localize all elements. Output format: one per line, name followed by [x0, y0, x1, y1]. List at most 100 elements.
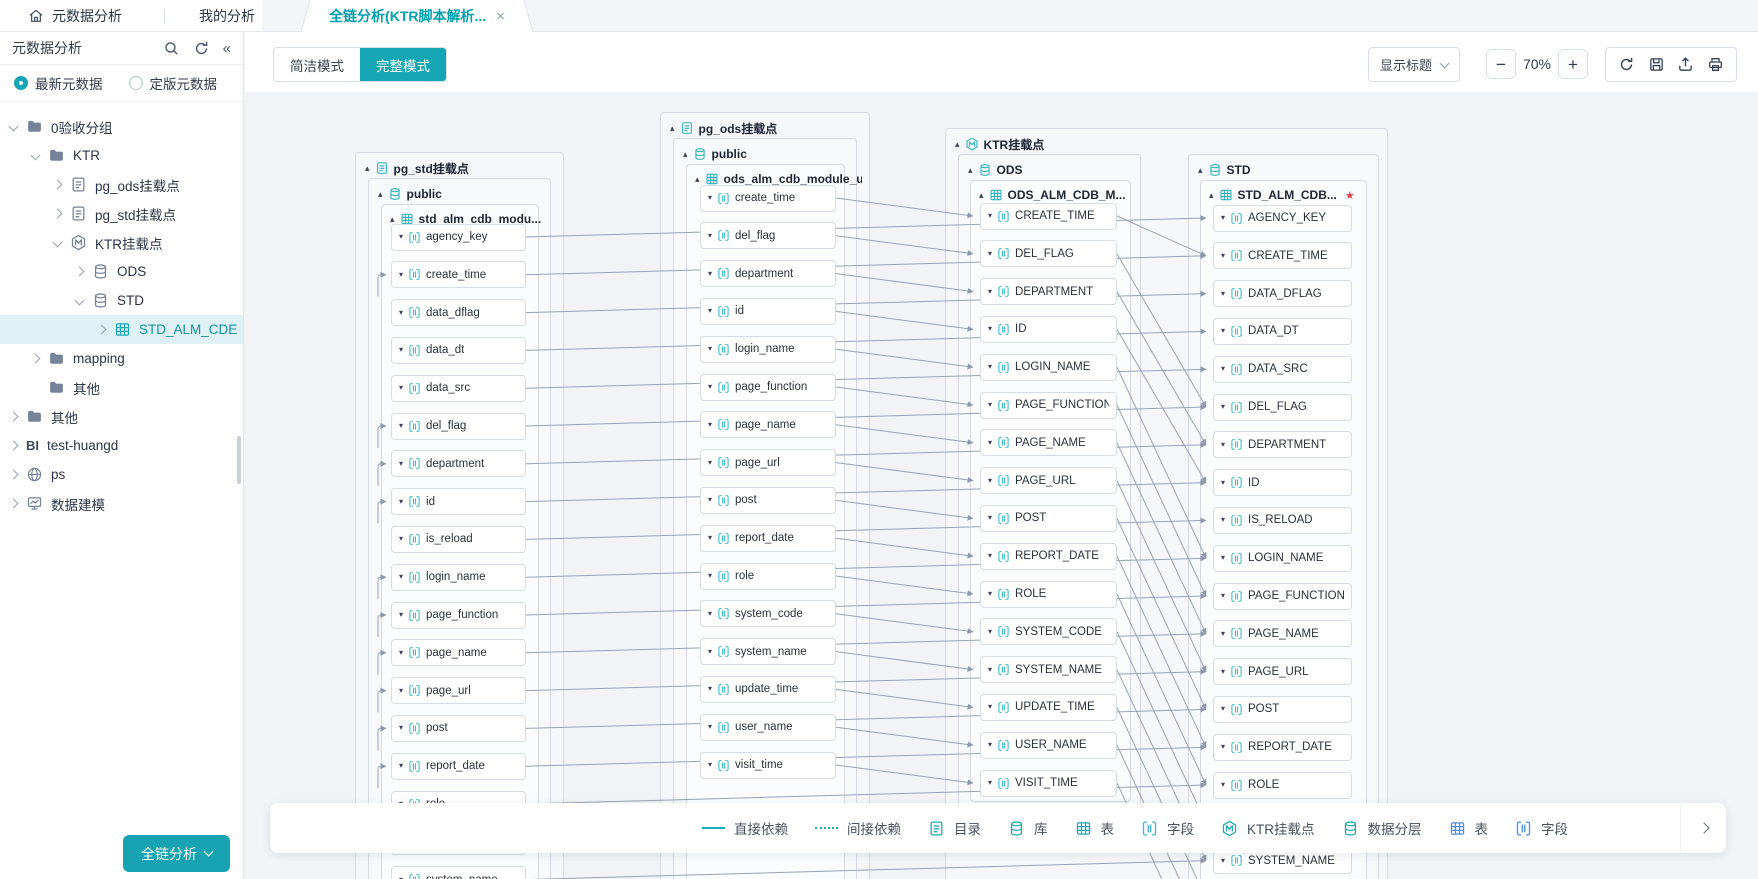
field-caret-icon[interactable]: ▾: [1221, 288, 1226, 298]
field-caret-icon[interactable]: ▾: [988, 626, 993, 636]
tree-item-test-huangd[interactable]: BI test-huangd: [0, 431, 243, 460]
field-row-PAGE_NAME[interactable]: ▾ PAGE_NAME: [980, 429, 1117, 457]
table-header[interactable]: ▴ STD_ALM_CDB... ★: [1209, 183, 1355, 207]
tree-item-pg_std挂载点[interactable]: pg_std挂载点: [0, 199, 243, 228]
field-caret-icon[interactable]: ▾: [399, 572, 404, 582]
tree-item-mapping[interactable]: mapping: [0, 344, 243, 373]
full-mode-button[interactable]: 完整模式: [360, 48, 446, 81]
field-row-PAGE_NAME[interactable]: ▾ PAGE_NAME: [1213, 620, 1352, 648]
collapse-caret-icon[interactable]: ▴: [1209, 189, 1214, 200]
field-row-login_name[interactable]: ▾ login_name: [700, 335, 836, 363]
field-caret-icon[interactable]: ▾: [399, 232, 404, 241]
field-row-CREATE_TIME[interactable]: ▾ CREATE_TIME: [980, 202, 1117, 230]
refresh-icon[interactable]: [1618, 56, 1635, 73]
field-row-LOGIN_NAME[interactable]: ▾ LOGIN_NAME: [1213, 544, 1352, 572]
field-caret-icon[interactable]: ▾: [708, 193, 713, 202]
tree-item-STD[interactable]: STD: [0, 286, 243, 315]
field-caret-icon[interactable]: ▾: [1221, 439, 1226, 449]
group-header[interactable]: ▴ pg_ods挂载点: [670, 116, 777, 140]
field-caret-icon[interactable]: ▾: [988, 475, 993, 485]
collapse-caret-icon[interactable]: ▴: [1198, 164, 1203, 175]
field-row-SYSTEM_NAME[interactable]: ▾ SYSTEM_NAME: [980, 656, 1117, 684]
simple-mode-button[interactable]: 简洁模式: [274, 48, 360, 81]
field-row-REPORT_DATE[interactable]: ▾ REPORT_DATE: [1213, 733, 1352, 761]
legend-next-button[interactable]: [1680, 803, 1726, 853]
field-row-REPORT_DATE[interactable]: ▾ REPORT_DATE: [980, 542, 1117, 570]
field-row-DATA_SRC[interactable]: ▾ DATA_SRC: [1213, 355, 1352, 383]
table-header[interactable]: ▴ ODS_ALM_CDB_M...: [979, 183, 1126, 207]
field-caret-icon[interactable]: ▾: [1221, 553, 1226, 563]
field-row-LOGIN_NAME[interactable]: ▾ LOGIN_NAME: [980, 353, 1117, 381]
field-row-report_date[interactable]: ▾ report_date: [700, 524, 836, 552]
nav-metadata-analysis[interactable]: 元数据分析: [52, 8, 122, 24]
field-caret-icon[interactable]: ▾: [399, 761, 404, 771]
collapse-sidebar-icon[interactable]: «: [222, 39, 231, 57]
field-row-create_time[interactable]: ▾ create_time: [700, 184, 836, 212]
field-row-page_url[interactable]: ▾ page_url: [700, 449, 836, 477]
home-icon[interactable]: [28, 8, 44, 24]
field-row-data_dflag[interactable]: ▾ data_dflag: [391, 299, 526, 327]
full-chain-analysis-button[interactable]: 全链分析: [123, 835, 230, 872]
field-caret-icon[interactable]: ▾: [708, 344, 713, 354]
field-caret-icon[interactable]: ▾: [399, 345, 404, 355]
expander-icon[interactable]: [8, 498, 19, 509]
field-caret-icon[interactable]: ▾: [399, 496, 404, 506]
field-caret-icon[interactable]: ▾: [1221, 364, 1226, 374]
collapse-caret-icon[interactable]: ▴: [979, 189, 984, 200]
tree-item-KTR[interactable]: KTR: [0, 141, 243, 170]
field-row-IS_RELOAD[interactable]: ▾ IS_RELOAD: [1213, 506, 1352, 534]
field-row-PAGE_URL[interactable]: ▾ PAGE_URL: [1213, 658, 1352, 686]
expander-icon[interactable]: [8, 411, 19, 422]
field-caret-icon[interactable]: ▾: [1221, 704, 1226, 714]
tree-item-其他[interactable]: 其他: [0, 373, 243, 402]
group-header[interactable]: ▴ KTR挂载点: [955, 132, 1044, 156]
field-row-ROLE[interactable]: ▾ ROLE: [980, 580, 1117, 608]
field-caret-icon[interactable]: ▾: [708, 495, 713, 505]
field-caret-icon[interactable]: ▾: [988, 286, 993, 296]
field-caret-icon[interactable]: ▾: [1221, 515, 1226, 525]
expander-icon[interactable]: [74, 295, 85, 306]
tree-item-pg_ods挂载点[interactable]: pg_ods挂载点: [0, 170, 243, 199]
field-row-UPDATE_TIME[interactable]: ▾ UPDATE_TIME: [980, 693, 1117, 721]
zoom-out-button[interactable]: −: [1486, 49, 1516, 79]
field-caret-icon[interactable]: ▾: [988, 211, 993, 220]
field-caret-icon[interactable]: ▾: [708, 419, 713, 429]
field-row-system_name[interactable]: ▾ system_name: [700, 638, 836, 666]
field-caret-icon[interactable]: ▾: [708, 457, 713, 467]
database-header[interactable]: ▴ public: [378, 182, 442, 206]
field-row-post[interactable]: ▾ post: [700, 486, 836, 514]
field-row-post[interactable]: ▾ post: [391, 714, 526, 742]
field-caret-icon[interactable]: ▾: [988, 324, 993, 334]
field-row-data_src[interactable]: ▾ data_src: [391, 374, 526, 402]
expander-icon[interactable]: [52, 237, 63, 248]
field-caret-icon[interactable]: ▾: [708, 382, 713, 391]
field-row-department[interactable]: ▾ department: [391, 450, 526, 478]
field-row-PAGE_FUNCTION[interactable]: ▾ PAGE_FUNCTION: [1213, 582, 1352, 610]
field-row-ID[interactable]: ▾ ID: [980, 315, 1117, 343]
field-row-update_time[interactable]: ▾ update_time: [700, 675, 836, 703]
radio-versioned-metadata[interactable]: 定版元数据: [128, 73, 217, 93]
field-caret-icon[interactable]: ▾: [399, 647, 404, 657]
field-row-system_code[interactable]: ▾ system_code: [700, 600, 836, 628]
zoom-in-button[interactable]: +: [1558, 49, 1588, 79]
radio-latest-metadata[interactable]: 最新元数据: [14, 73, 103, 93]
field-caret-icon[interactable]: ▾: [708, 306, 713, 316]
field-row-del_flag[interactable]: ▾ del_flag: [700, 222, 836, 250]
field-caret-icon[interactable]: ▾: [988, 362, 993, 372]
field-caret-icon[interactable]: ▾: [708, 760, 713, 769]
table-header[interactable]: ▴ std_alm_cdb_modu...: [390, 207, 541, 231]
field-caret-icon[interactable]: ▾: [1221, 780, 1226, 789]
collapse-caret-icon[interactable]: ▴: [670, 122, 675, 133]
field-caret-icon[interactable]: ▾: [708, 608, 713, 618]
collapse-caret-icon[interactable]: ▴: [378, 188, 383, 199]
field-caret-icon[interactable]: ▾: [708, 684, 713, 694]
expander-icon[interactable]: [96, 324, 107, 335]
table-header[interactable]: ▴ ods_alm_cdb_module_u...: [695, 167, 862, 191]
field-row-DATA_DFLAG[interactable]: ▾ DATA_DFLAG: [1213, 280, 1352, 308]
field-caret-icon[interactable]: ▾: [988, 248, 993, 258]
field-row-system_name[interactable]: ▾ system_name: [391, 866, 526, 879]
search-icon[interactable]: [163, 40, 180, 57]
field-caret-icon[interactable]: ▾: [399, 723, 404, 733]
show-title-dropdown[interactable]: 显示标题: [1368, 47, 1460, 82]
close-icon[interactable]: ×: [496, 7, 505, 25]
